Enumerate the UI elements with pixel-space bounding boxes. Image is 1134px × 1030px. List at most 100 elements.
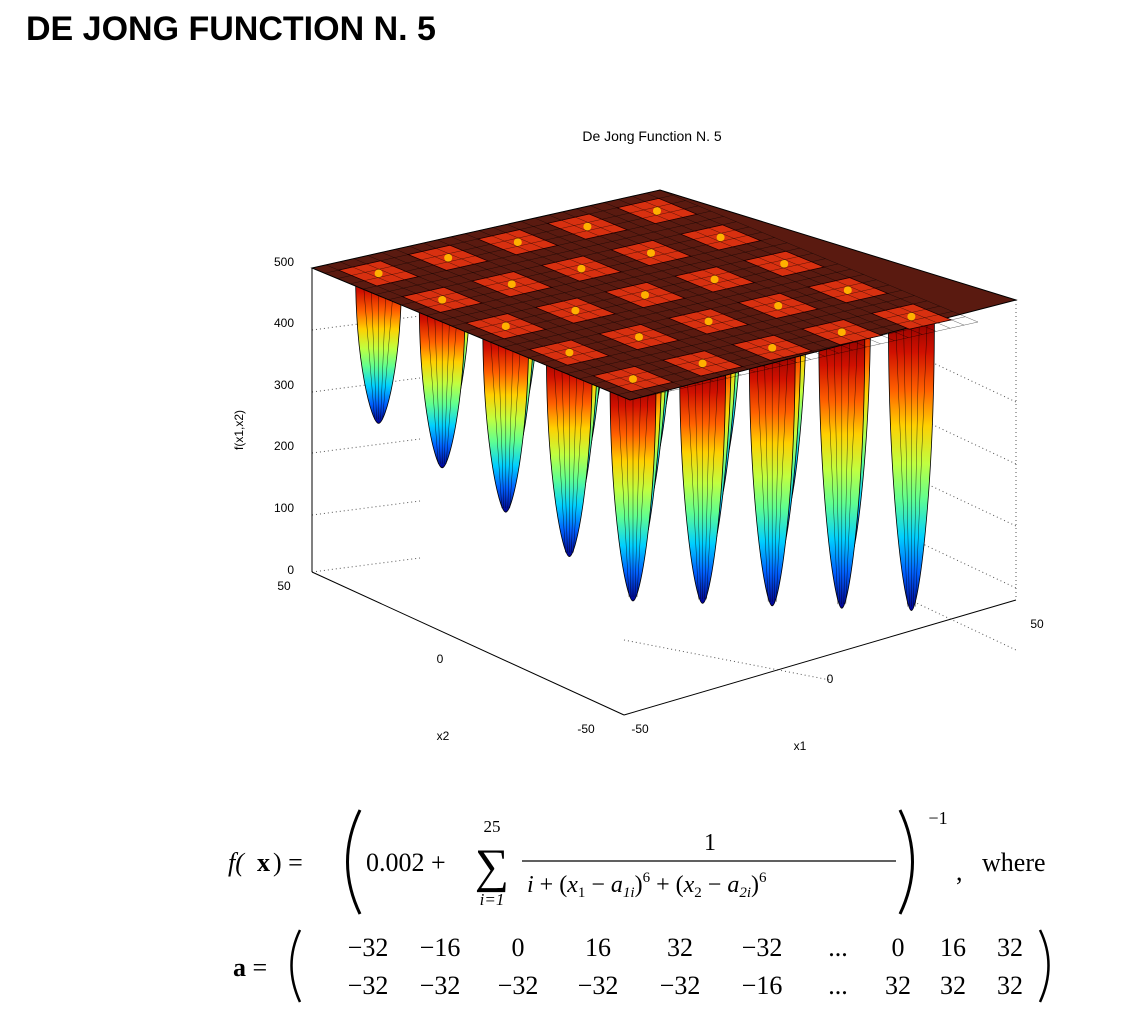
mesh-line xyxy=(362,210,711,290)
funnel-center xyxy=(565,348,574,357)
mesh-line xyxy=(576,208,895,341)
mesh-line xyxy=(915,316,928,607)
mesh-line xyxy=(903,316,910,607)
mesh-line xyxy=(492,227,812,360)
funnel-center xyxy=(774,301,783,310)
x1-tick-label: 50 xyxy=(1030,617,1044,631)
funnel-center xyxy=(780,259,789,268)
fraction-denominator: i + (x1 − a1i)6 + (x2 − a2i)6 xyxy=(527,870,767,901)
mesh-line xyxy=(426,237,775,316)
matrix-entry: 0 xyxy=(512,933,525,962)
matrix-entry: 16 xyxy=(940,933,966,962)
mesh-line xyxy=(553,290,902,369)
z-tick-label: 200 xyxy=(274,439,294,453)
mesh-line xyxy=(616,378,630,598)
mesh-line xyxy=(311,189,661,269)
z-tick-label: 400 xyxy=(274,316,294,330)
mesh-line xyxy=(571,352,578,553)
big-right-paren xyxy=(898,809,914,915)
matrix-entry: 32 xyxy=(940,971,966,1000)
mesh-line xyxy=(425,299,439,464)
formula-f: f( x ) = 0.002 + 25 ∑ i=1 1 i + (x1 − a1… xyxy=(228,808,1046,915)
funnel-center xyxy=(501,322,510,331)
mesh-line xyxy=(325,264,645,398)
formula-constant: 0.002 + xyxy=(366,848,446,877)
funnel-center xyxy=(374,269,383,278)
mesh-line xyxy=(423,242,742,376)
mesh-line xyxy=(509,326,523,509)
mesh-line xyxy=(489,326,503,509)
funnel-center xyxy=(704,317,713,326)
grid-line xyxy=(909,537,1017,589)
mesh-line xyxy=(451,247,800,327)
mesh-line xyxy=(624,378,632,598)
funnel-center xyxy=(629,375,637,383)
funnel-center xyxy=(438,295,447,304)
mesh-line xyxy=(413,231,762,311)
mesh-line xyxy=(895,316,908,607)
mesh-line xyxy=(636,378,650,598)
mesh-line xyxy=(497,326,505,509)
matrix-entry: −32 xyxy=(660,971,701,1000)
mesh-line xyxy=(433,299,441,464)
mesh-line xyxy=(540,284,890,364)
grid-line xyxy=(909,599,1017,651)
funnel-center xyxy=(698,359,707,368)
x2-tick-label: -50 xyxy=(577,722,595,736)
mesh-line xyxy=(490,263,839,343)
x2-axis-label: x2 xyxy=(437,729,450,743)
mesh-line xyxy=(362,273,375,420)
funnel-center xyxy=(513,238,522,247)
mesh-line xyxy=(694,363,701,600)
fraction-numerator: 1 xyxy=(704,830,716,856)
z-tick-label: 300 xyxy=(274,378,294,392)
matrix-entry: 32 xyxy=(997,933,1023,962)
mesh-line xyxy=(845,332,859,605)
mesh-line xyxy=(528,279,877,359)
mesh-line xyxy=(686,363,699,600)
matrix-entry: ... xyxy=(828,971,848,1000)
matrix-entry: −16 xyxy=(742,971,783,1000)
mesh-line xyxy=(566,295,915,374)
grid-line xyxy=(311,557,421,573)
mesh-line xyxy=(520,220,839,354)
mesh-line xyxy=(465,233,784,366)
matrix-entry: −32 xyxy=(742,933,783,962)
funnel-center xyxy=(716,233,725,242)
matrix-entry: −32 xyxy=(578,971,619,1000)
mesh-line xyxy=(617,316,966,395)
mesh-line xyxy=(388,221,737,300)
mesh-line xyxy=(324,195,673,274)
x1-tick-label: 0 xyxy=(827,672,834,686)
mesh-line xyxy=(370,273,377,420)
mesh-line xyxy=(443,299,451,464)
formula-comma: , xyxy=(956,857,963,886)
mesh-line xyxy=(706,363,719,600)
matrix-entry: −32 xyxy=(348,971,389,1000)
mesh-line xyxy=(515,274,864,353)
mesh-line xyxy=(506,224,825,357)
mesh-line xyxy=(773,347,781,602)
matrix-entry: 32 xyxy=(885,971,911,1000)
big-left-paren xyxy=(346,809,362,915)
mesh-line xyxy=(913,316,920,607)
grid-line xyxy=(311,500,421,516)
mesh-line xyxy=(825,332,839,605)
mesh-line xyxy=(704,363,711,600)
mesh-line xyxy=(477,258,826,337)
x2-tick-label: 0 xyxy=(437,652,444,666)
mesh-line xyxy=(843,332,851,605)
mesh-line xyxy=(562,211,881,345)
matrix-entry: 32 xyxy=(667,933,693,962)
matrix-entry: −32 xyxy=(498,971,539,1000)
mesh-line xyxy=(634,378,642,598)
mesh-line xyxy=(604,202,923,335)
z-tick-label: 500 xyxy=(274,255,294,269)
z-tick-label: 100 xyxy=(274,501,294,515)
formula-lhs-x: x xyxy=(257,848,270,877)
funnel-center xyxy=(444,253,453,262)
z-axis-label: f(x1,x2) xyxy=(232,410,246,450)
mesh-line xyxy=(755,347,769,602)
x2-axis-line xyxy=(311,571,625,716)
